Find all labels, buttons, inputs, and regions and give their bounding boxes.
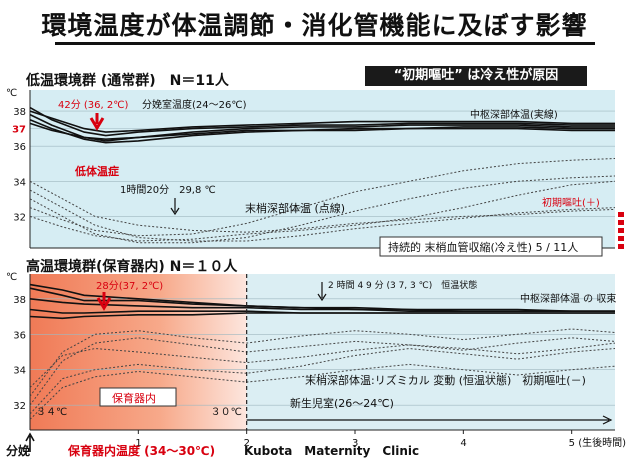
y-tick-label: 37	[12, 125, 26, 136]
x-tick-label: 4	[460, 438, 466, 449]
min-core-arrow	[89, 113, 105, 131]
hypothermia-label: 低体温症	[74, 164, 119, 178]
max-core-arrow	[96, 292, 112, 311]
red-marker	[618, 228, 624, 233]
x-tick-label: 3	[352, 438, 358, 449]
lower-panel-title: 高温環境群(保育器内) N＝１０人	[26, 259, 238, 275]
core-temp-series-line	[29, 119, 615, 144]
min-core-label: 42分 (36, 2℃)	[58, 99, 128, 111]
x-tick-label: 1	[135, 438, 141, 449]
nursery-background	[246, 274, 615, 430]
vomit-positive-label: 初期嘔吐(＋)	[542, 196, 600, 209]
y-tick-label: 32	[13, 212, 26, 223]
peripheral-rhythm-label: 末梢深部体温:リズミカル 変動 (恒温状態) 初期嘔吐(－)	[305, 373, 586, 387]
peripheral-temp-series-line	[29, 363, 616, 420]
peripheral-temp-series-line	[29, 328, 616, 397]
y-tick-label: 38	[13, 107, 26, 118]
upper-plot-background	[30, 90, 615, 248]
peripheral-temp-series-line	[29, 158, 616, 237]
peripheral-temp-series-line	[29, 342, 616, 388]
x-tick-label: 5 (生後時間)	[569, 436, 626, 449]
birth-arrow	[25, 432, 35, 452]
birth-label: 分娩	[6, 444, 31, 458]
core-temp-series-line	[29, 283, 615, 312]
room-temp-label: 分娩室温度(24～26℃)	[142, 98, 247, 111]
core-temp-series-line	[29, 122, 615, 141]
core-convergence-label: 中枢深部体温 の 収束	[520, 292, 616, 305]
peripheral-temp-series-line	[29, 180, 616, 233]
callout-banner: “初期嘔吐” は冷え性が原因	[365, 66, 587, 86]
end-temp-label: ３０℃	[211, 407, 242, 418]
vasoconstriction-box	[379, 236, 603, 257]
time-mark-arrow	[170, 198, 180, 216]
red-marker	[618, 212, 624, 217]
timeline-arrow	[246, 415, 613, 425]
y-tick-label: 36	[13, 330, 26, 341]
vasoconstriction-label: 持続的 末梢血管収縮(冷え性) 5 / 11人	[388, 240, 578, 254]
peripheral-temp-series-line	[29, 175, 616, 244]
peripheral-temp-series-line	[29, 347, 616, 415]
y-tick-label: 36	[13, 142, 26, 153]
core-temp-label: 中枢深部体温(実線)	[470, 108, 558, 121]
upper-panel-title: 低温環境群 (通常群) N＝11人	[26, 73, 229, 89]
core-temp-series-line	[29, 106, 615, 137]
y-unit-label: ℃	[6, 272, 17, 283]
y-unit-label: ℃	[6, 88, 17, 99]
peripheral-temp-series-line	[29, 189, 616, 242]
red-marker	[618, 244, 624, 249]
nursery-label: 新生児室(26～24℃)	[290, 396, 394, 410]
y-tick-label: 34	[13, 177, 26, 188]
incubator-label: 保育器内	[112, 391, 156, 405]
title-underline	[55, 42, 595, 45]
y-tick-label: 34	[13, 366, 26, 377]
source-label: Kubota Maternity Clinic	[244, 444, 420, 458]
red-marker	[618, 236, 624, 241]
core-temp-series-line	[29, 312, 615, 320]
y-tick-label: 32	[13, 401, 26, 412]
incubator-temp-label: 保育器内温度 (34～30℃)	[68, 444, 216, 458]
y-tick-label: 38	[13, 295, 26, 306]
start-temp-label: ３４℃	[36, 407, 67, 418]
peripheral-temp-series-line	[29, 337, 616, 406]
max-core-label: 28分(37, 2℃)	[96, 280, 163, 292]
time-mark-label: 1時間20分 29,8 ℃	[120, 184, 216, 196]
time-mark-arrow-lower	[317, 282, 327, 302]
time-mark-label-lower: 2 時間 4 9 分 (3 7, 3 ℃) 恒温状態	[328, 279, 477, 291]
page-title: 環境温度が体温調節・消化管機能に及ぼす影響	[41, 11, 588, 40]
x-tick-label: 2	[244, 438, 250, 449]
red-marker	[618, 220, 624, 225]
incubator-box	[99, 387, 177, 407]
core-temp-series-line	[29, 110, 615, 133]
peripheral-temp-label: 末梢深部体温 (点線)	[245, 201, 345, 215]
